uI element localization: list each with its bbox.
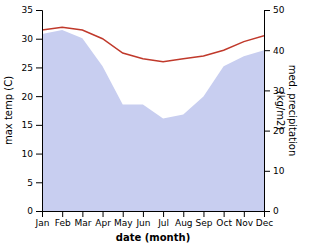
tick-mark	[143, 211, 144, 217]
tick-label: Sep	[195, 218, 212, 228]
tick-label: Oct	[216, 218, 232, 228]
tick: 10	[264, 166, 285, 176]
tick-label: Dec	[256, 218, 273, 228]
tick-mark	[36, 10, 42, 11]
tick: 10	[22, 149, 42, 159]
tick: 25	[22, 63, 42, 73]
tick-mark	[183, 211, 184, 217]
tick: Jun	[135, 211, 150, 228]
plot: JanFebMarAprMayJunJulAugSepOctNovDec0510…	[3, 5, 298, 243]
tick: May	[114, 211, 133, 228]
x-axis-title: date (month)	[116, 232, 190, 243]
x-axis: Jan FebMar AprMayJun Jul AugSep Oct NovDec	[35, 211, 274, 228]
tick-label: Aug	[175, 218, 193, 228]
tick: Apr	[95, 211, 111, 228]
tick-mark	[36, 211, 42, 212]
tick: 0	[264, 206, 279, 216]
chart-container: JanFebMarAprMayJunJulAugSepOctNovDec0510…	[0, 0, 318, 247]
tick-mark	[36, 96, 42, 97]
tick: 20	[22, 92, 42, 102]
tick-mark	[36, 125, 42, 126]
tick: 35	[22, 5, 42, 15]
tick-label: Jun	[135, 218, 150, 228]
tick: 30	[22, 34, 42, 44]
tick: Jan	[35, 211, 50, 228]
tick-label: 30	[22, 34, 34, 44]
tick-label: 25	[22, 63, 33, 73]
tick-label: 15	[22, 120, 33, 130]
tick-mark	[244, 211, 245, 217]
tick-mark	[82, 211, 83, 217]
tick-mark	[36, 39, 42, 40]
y-axis: 0 5 10 15 20 25 30 35	[22, 5, 43, 216]
tick-label: 35	[22, 5, 33, 15]
tick-label: 20	[22, 92, 34, 102]
tick: Nov	[236, 211, 254, 228]
tick: Sep	[195, 211, 212, 228]
tick-label: Nov	[236, 218, 254, 228]
tick-mark	[36, 154, 42, 155]
tick: 50	[264, 5, 285, 15]
tick-label: Apr	[95, 218, 111, 228]
tick-mark	[264, 131, 270, 132]
axis-line	[36, 11, 43, 212]
tick-label: 10	[273, 166, 285, 176]
tick: Jul	[157, 211, 169, 228]
tick-label: 10	[22, 149, 34, 159]
tick-label: 40	[273, 46, 285, 56]
line	[42, 27, 264, 61]
tick-mark	[36, 182, 42, 183]
tick: Aug	[175, 211, 193, 228]
tick: 5	[27, 178, 42, 188]
y-axis-title: max temp (C)	[3, 76, 14, 145]
tick: 40	[264, 46, 285, 56]
tick: Feb	[55, 211, 71, 228]
tick: Dec	[256, 211, 273, 228]
axis-line	[265, 11, 271, 212]
tick-mark	[123, 211, 124, 217]
area	[42, 30, 264, 211]
tick-label: 0	[273, 206, 279, 216]
tick-label: Mar	[74, 218, 91, 228]
tick-label: Jan	[35, 218, 50, 228]
tick-mark	[264, 90, 270, 91]
tick-label: Feb	[55, 218, 71, 228]
tick-mark	[264, 50, 270, 51]
tick-mark	[264, 171, 270, 172]
tick-label: 50	[273, 5, 285, 15]
tick-label: Jul	[157, 218, 169, 228]
tick: 15	[22, 120, 42, 130]
y2-axis-title: med. precipitation(kg/m2)	[275, 65, 298, 157]
marks	[42, 27, 264, 211]
tick-label: 0	[27, 206, 33, 216]
tick-mark	[224, 211, 225, 217]
tick-mark	[264, 10, 270, 11]
axis-line	[43, 212, 265, 218]
tick-mark	[163, 211, 164, 217]
tick-mark	[203, 211, 204, 217]
tick-label: 5	[27, 178, 33, 188]
tick: 0	[27, 206, 42, 216]
tick-mark	[36, 67, 42, 68]
tick-label: May	[114, 218, 133, 228]
tick-mark	[103, 211, 104, 217]
tick: Mar	[74, 211, 91, 228]
chart: JanFebMarAprMayJunJulAugSepOctNovDec0510…	[0, 0, 318, 247]
tick: Oct	[216, 211, 232, 228]
tick-mark	[62, 211, 63, 217]
tick-mark	[264, 211, 270, 212]
